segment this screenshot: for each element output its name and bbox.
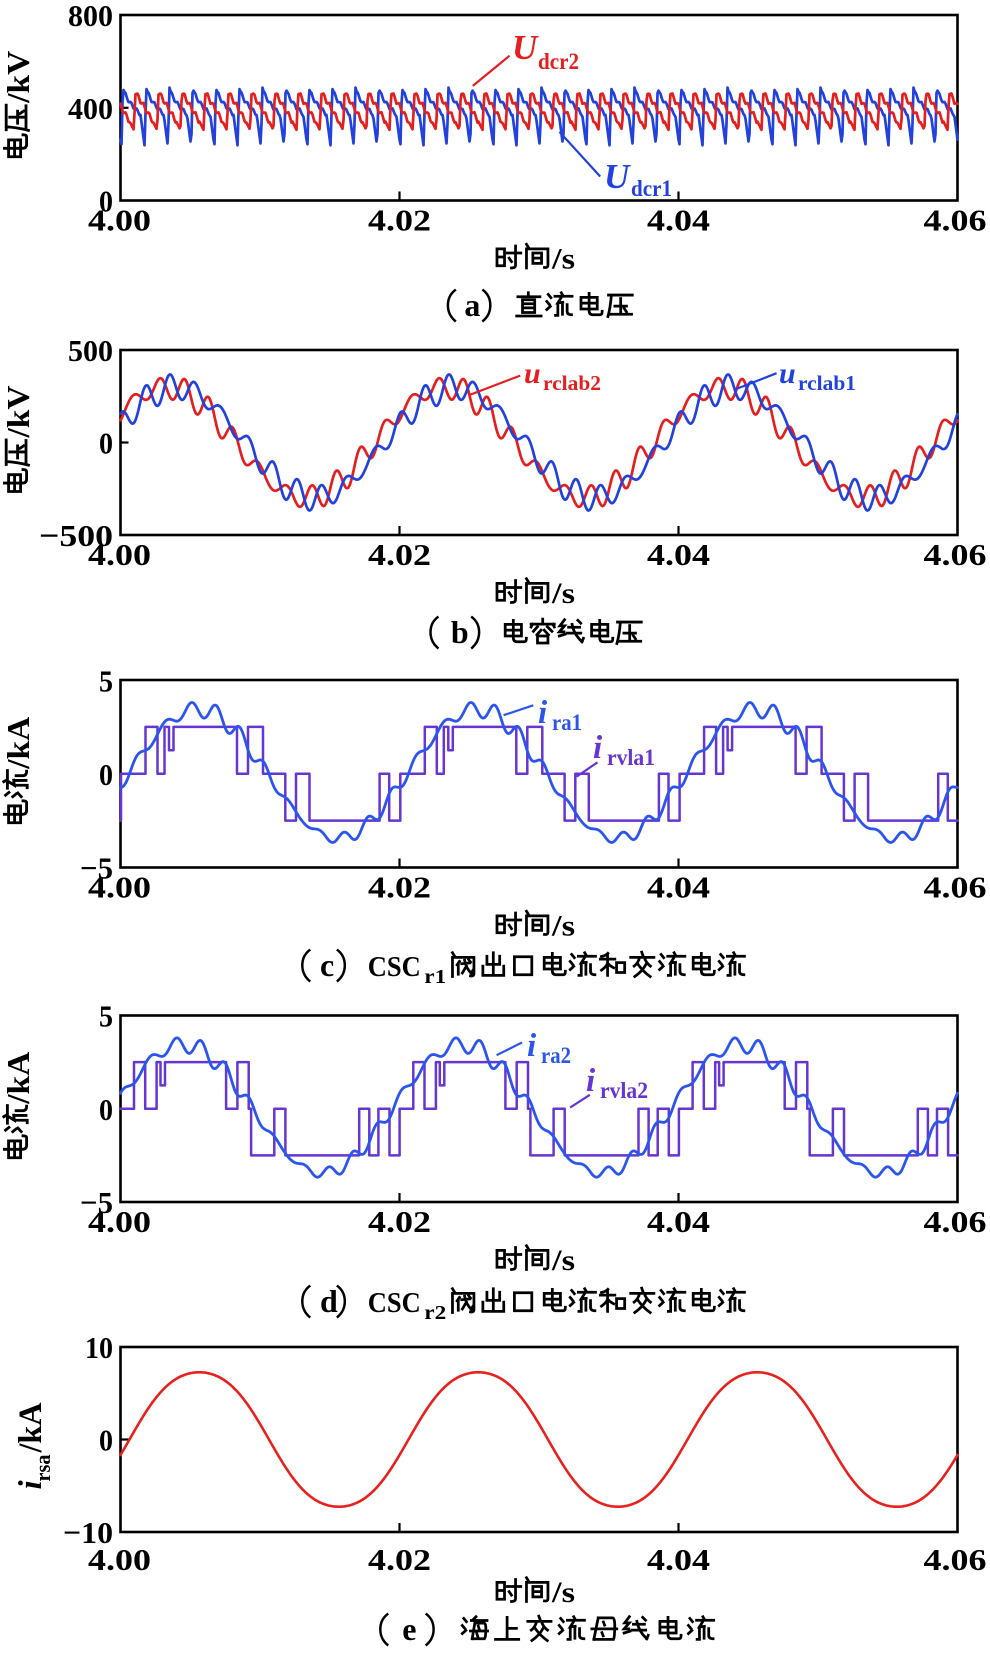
svg-text:r2: r2 bbox=[424, 1302, 446, 1324]
svg-text:b: b bbox=[451, 614, 469, 650]
svg-text:0: 0 bbox=[99, 757, 113, 792]
svg-text:CSC: CSC bbox=[368, 1287, 421, 1319]
svg-text:4.04: 4.04 bbox=[647, 537, 710, 572]
svg-text:dcr2: dcr2 bbox=[538, 49, 579, 74]
svg-text:/kA: /kA bbox=[13, 1402, 49, 1453]
svg-text:/s: /s bbox=[551, 1244, 575, 1277]
svg-text:/kA: /kA bbox=[0, 1052, 36, 1105]
svg-text:/kA: /kA bbox=[0, 717, 36, 770]
svg-text:0: 0 bbox=[99, 184, 113, 219]
svg-text:4.06: 4.06 bbox=[924, 870, 987, 905]
svg-text:/kV: /kV bbox=[0, 386, 36, 439]
svg-text:4.02: 4.02 bbox=[368, 203, 431, 238]
svg-text:4.02: 4.02 bbox=[368, 537, 431, 572]
svg-text:4.00: 4.00 bbox=[88, 870, 151, 905]
svg-text:CSC: CSC bbox=[368, 951, 421, 983]
svg-text:i: i bbox=[538, 695, 548, 731]
svg-text:/s: /s bbox=[551, 1576, 575, 1609]
svg-text:4.04: 4.04 bbox=[647, 1542, 710, 1577]
svg-text:a: a bbox=[464, 287, 480, 323]
svg-text:0: 0 bbox=[99, 1092, 113, 1127]
svg-text:c: c bbox=[320, 947, 334, 983]
svg-text:i: i bbox=[13, 1480, 49, 1490]
svg-text:rclab1: rclab1 bbox=[798, 371, 856, 395]
svg-text:u: u bbox=[524, 357, 541, 390]
svg-text:dcr1: dcr1 bbox=[631, 176, 672, 201]
svg-text:−5: −5 bbox=[80, 1185, 113, 1220]
svg-text:4.02: 4.02 bbox=[368, 1542, 431, 1577]
svg-text:800: 800 bbox=[68, 0, 113, 33]
svg-text:10: 10 bbox=[85, 1330, 113, 1365]
svg-text:r1: r1 bbox=[424, 966, 446, 988]
svg-text:u: u bbox=[779, 357, 796, 390]
svg-text:ra2: ra2 bbox=[541, 1043, 571, 1068]
svg-text:500: 500 bbox=[68, 333, 113, 368]
svg-text:rvla1: rvla1 bbox=[607, 745, 655, 770]
svg-text:0: 0 bbox=[99, 426, 113, 461]
svg-text:e: e bbox=[402, 1611, 416, 1647]
svg-text:i: i bbox=[586, 1063, 596, 1099]
svg-text:rclab2: rclab2 bbox=[543, 371, 601, 395]
svg-text:−10: −10 bbox=[63, 1515, 113, 1550]
svg-text:4.04: 4.04 bbox=[647, 870, 710, 905]
svg-text:4.06: 4.06 bbox=[924, 203, 987, 238]
svg-text:4.00: 4.00 bbox=[88, 1542, 151, 1577]
svg-text:/kV: /kV bbox=[0, 51, 36, 104]
svg-text:/s: /s bbox=[551, 910, 575, 943]
svg-text:/s: /s bbox=[551, 577, 575, 610]
svg-text:5: 5 bbox=[99, 664, 113, 699]
svg-text:4.02: 4.02 bbox=[368, 870, 431, 905]
svg-text:4.04: 4.04 bbox=[647, 1204, 710, 1239]
svg-text:U: U bbox=[512, 28, 539, 67]
svg-text:U: U bbox=[604, 157, 631, 196]
svg-text:rvla2: rvla2 bbox=[600, 1078, 648, 1103]
svg-text:/s: /s bbox=[551, 243, 575, 276]
svg-text:4.00: 4.00 bbox=[88, 1204, 151, 1239]
svg-text:400: 400 bbox=[68, 91, 113, 126]
svg-text:0: 0 bbox=[99, 1423, 113, 1458]
svg-text:4.04: 4.04 bbox=[647, 203, 710, 238]
svg-text:d: d bbox=[320, 1283, 338, 1319]
svg-text:4.06: 4.06 bbox=[924, 537, 987, 572]
svg-text:4.06: 4.06 bbox=[924, 1204, 987, 1239]
svg-text:−5: −5 bbox=[80, 851, 113, 886]
svg-text:4.00: 4.00 bbox=[88, 203, 151, 238]
svg-text:4.00: 4.00 bbox=[88, 537, 151, 572]
svg-text:i: i bbox=[527, 1028, 537, 1064]
svg-text:5: 5 bbox=[99, 999, 113, 1034]
svg-text:rsa: rsa bbox=[30, 1455, 55, 1482]
svg-text:4.06: 4.06 bbox=[924, 1542, 987, 1577]
svg-text:ra1: ra1 bbox=[552, 710, 582, 735]
svg-text:4.02: 4.02 bbox=[368, 1204, 431, 1239]
svg-text:i: i bbox=[593, 730, 603, 766]
svg-text:−500: −500 bbox=[39, 518, 113, 553]
